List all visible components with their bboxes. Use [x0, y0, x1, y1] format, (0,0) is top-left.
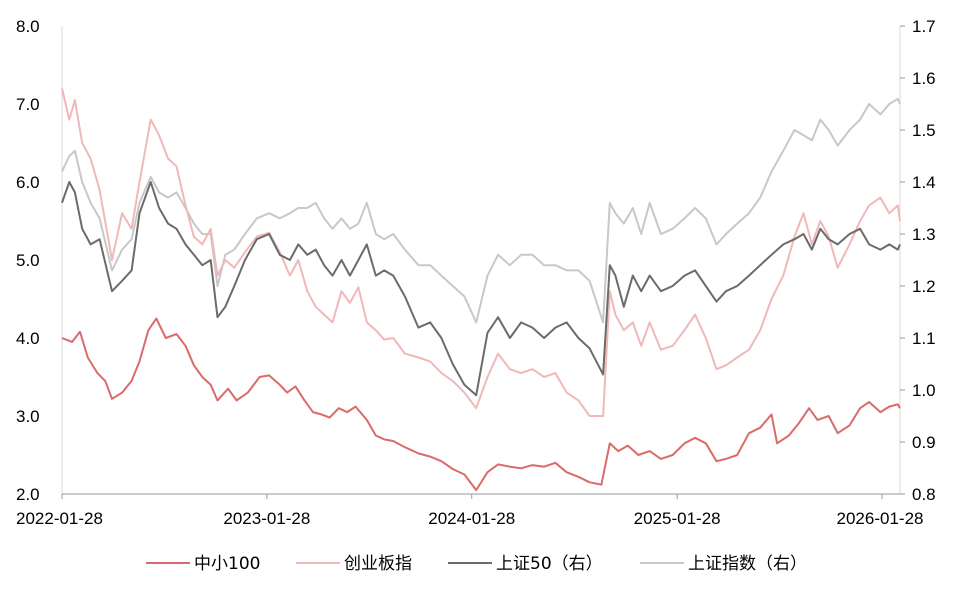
right-y-tick-label: 1.1 — [912, 329, 936, 348]
right-y-tick-label: 1.0 — [912, 381, 936, 400]
series-lines — [61, 88, 901, 492]
x-tick-label: 2026-01-28 — [837, 509, 924, 528]
right-y-tick-label: 1.5 — [912, 121, 936, 140]
right-y-tick-label: 1.2 — [912, 277, 936, 296]
left-y-tick-label: 5.0 — [16, 251, 40, 270]
series-line-2 — [61, 181, 901, 397]
x-axis-ticks: 2022-01-28 2023-01-28 2024-01-28 2025-01-28… — [16, 494, 923, 528]
series-line-1 — [61, 88, 901, 417]
right-y-tick-label: 1.4 — [912, 173, 936, 192]
x-tick-label: 2025-01-28 — [634, 509, 721, 528]
legend-label: 中小100 — [194, 554, 260, 574]
right-y-tick-label: 1.6 — [912, 69, 936, 88]
left-y-tick-label: 4.0 — [16, 329, 40, 348]
left-y-tick-label: 7.0 — [16, 95, 40, 114]
legend-label: 创业板指 — [344, 554, 412, 574]
right-y-tick-label: 0.8 — [912, 485, 936, 504]
left-y-tick-label: 6.0 — [16, 173, 40, 192]
x-tick-label: 2022-01-28 — [16, 509, 103, 528]
right-y-tick-label: 1.7 — [912, 17, 936, 36]
left-y-tick-label: 2.0 — [16, 485, 40, 504]
series-line-0 — [61, 317, 901, 492]
legend: 中小100 创业板指 上证50（右） 上证指数（右） — [146, 554, 807, 574]
right-y-tick-label: 1.3 — [912, 225, 936, 244]
x-tick-label: 2024-01-28 — [428, 509, 515, 528]
left-y-tick-label: 3.0 — [16, 407, 40, 426]
left-y-tick-label: 8.0 — [16, 17, 40, 36]
left-y-axis-ticks: 2.0 3.0 4.0 5.0 6.0 7.0 8.0 — [16, 17, 40, 504]
legend-label: 上证指数（右） — [688, 554, 807, 574]
x-tick-label: 2023-01-28 — [223, 509, 310, 528]
right-y-tick-label: 0.9 — [912, 433, 936, 452]
legend-label: 上证50（右） — [496, 554, 603, 574]
right-y-axis-ticks: 0.8 0.9 1.0 1.1 1.2 1.3 1.4 1.5 1.6 1.7 — [900, 17, 936, 504]
